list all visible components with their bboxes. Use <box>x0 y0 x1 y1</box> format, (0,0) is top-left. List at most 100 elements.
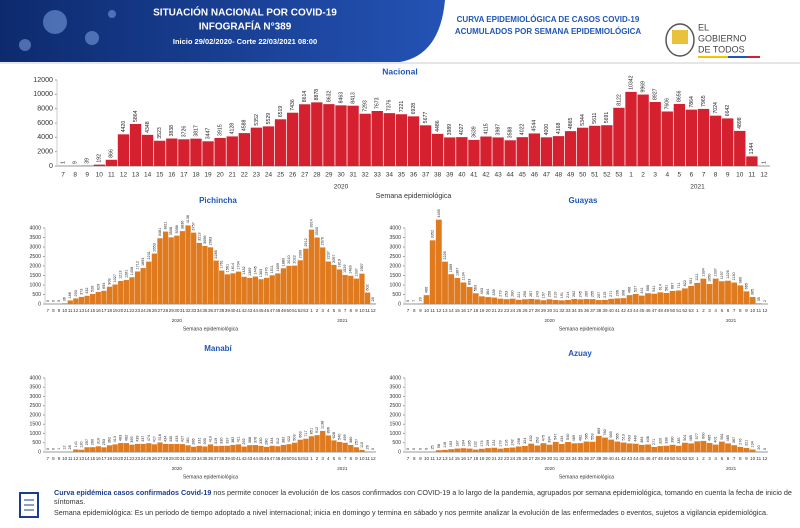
x-tick-label: 11 <box>68 456 73 461</box>
x-tick-label: 29 <box>325 172 333 179</box>
year-label: 2020 <box>544 318 555 323</box>
value-label: 260 <box>91 439 95 445</box>
bar <box>129 123 142 166</box>
value-label: 221 <box>744 440 748 446</box>
value-label: 3213 <box>197 232 201 240</box>
bar <box>509 447 516 452</box>
value-label: 2983 <box>209 237 213 245</box>
bar <box>274 119 287 166</box>
bar <box>252 445 259 452</box>
y-tick-label: 3000 <box>29 244 41 250</box>
bar <box>608 439 615 452</box>
bar <box>347 105 359 166</box>
bar <box>663 445 670 452</box>
bar <box>331 440 337 452</box>
bar <box>331 264 337 304</box>
value-label: 1609 <box>276 263 280 271</box>
bar <box>101 447 107 452</box>
value-label: 186 <box>68 292 72 298</box>
bar <box>688 443 694 452</box>
bar <box>371 111 383 166</box>
y-tick-label: 2000 <box>29 412 41 418</box>
value-label: 1529 <box>343 264 347 272</box>
value-label: 1344 <box>749 143 755 155</box>
x-tick-label: 14 <box>85 456 91 461</box>
bar <box>174 443 180 452</box>
x-tick-label: 21 <box>492 308 498 313</box>
value-label: 4128 <box>230 123 236 135</box>
bar <box>263 446 270 452</box>
x-tick-label: 31 <box>180 308 186 313</box>
bar <box>577 127 589 166</box>
value-label: 7606 <box>665 98 671 110</box>
x-tick-label: 23 <box>135 308 141 313</box>
bar <box>497 448 504 452</box>
bar <box>734 130 746 166</box>
bar <box>123 443 129 452</box>
value-label: 1894 <box>141 258 145 266</box>
x-tick-label: 14 <box>85 308 91 313</box>
bar <box>682 442 688 452</box>
bar <box>202 141 214 166</box>
bar <box>166 138 178 166</box>
bar <box>213 260 219 304</box>
bar <box>112 444 118 452</box>
x-tick-label: 35 <box>578 308 584 313</box>
value-label: 1 <box>761 161 767 164</box>
value-label: 4000 <box>544 124 550 136</box>
x-tick-label: 25 <box>277 172 285 179</box>
value-label: 134 <box>751 441 755 447</box>
value-label: 2300 <box>298 250 302 258</box>
value-label: 483 <box>119 435 123 441</box>
bar <box>117 134 130 166</box>
bar <box>497 298 504 304</box>
bar <box>442 261 448 304</box>
x-tick-label: 7 <box>47 456 50 461</box>
value-label: 3461 <box>158 228 162 236</box>
x-tick-label: 30 <box>337 172 345 179</box>
x-tick-label: 11 <box>756 308 761 313</box>
x-tick-label: 34 <box>197 456 203 461</box>
bar <box>673 103 686 166</box>
bar <box>645 444 651 452</box>
x-tick-label: 11 <box>108 172 115 179</box>
bar <box>613 107 625 166</box>
x-tick-label: 39 <box>446 172 454 179</box>
value-label: 482 <box>124 435 128 441</box>
x-tick-label: 27 <box>529 456 535 461</box>
x-tick-label: 46 <box>264 308 270 313</box>
bar <box>454 448 461 452</box>
x-tick-label: 42 <box>621 308 627 313</box>
x-tick-label: 44 <box>633 456 639 461</box>
logo-text: EL <box>698 22 709 32</box>
value-label: 5344 <box>580 114 586 126</box>
x-tick-label: 26 <box>289 172 297 179</box>
bar <box>196 445 202 452</box>
year-label: 2020 <box>334 184 349 191</box>
value-label: 320 <box>658 438 662 444</box>
y-tick-label: 2000 <box>389 412 401 418</box>
value-label: 602 <box>366 284 370 290</box>
bar <box>335 105 347 166</box>
bar <box>359 449 365 452</box>
x-tick-label: 22 <box>498 308 504 313</box>
bar <box>515 299 522 304</box>
bar <box>224 274 230 304</box>
value-label: 1261 <box>124 270 128 278</box>
x-axis-label: Semana epidemiológica <box>376 192 452 200</box>
bar <box>649 102 661 166</box>
value-label: 319 <box>214 438 218 444</box>
bar <box>749 297 756 304</box>
value-label: 3447 <box>205 128 211 140</box>
value-label: 2237 <box>326 251 330 259</box>
x-tick-label: 24 <box>510 456 516 461</box>
value-label: 132 <box>474 441 478 447</box>
x-tick-label: 27 <box>157 456 163 461</box>
value-label: 4439 <box>437 209 441 217</box>
footer-lead: Curva epidémica casos confirmados Covid-… <box>54 488 212 497</box>
bar <box>297 439 303 452</box>
value-label: 5529 <box>266 113 272 125</box>
x-tick-label: 47 <box>652 308 658 313</box>
bar <box>230 273 236 304</box>
x-tick-label: 10 <box>62 308 68 313</box>
